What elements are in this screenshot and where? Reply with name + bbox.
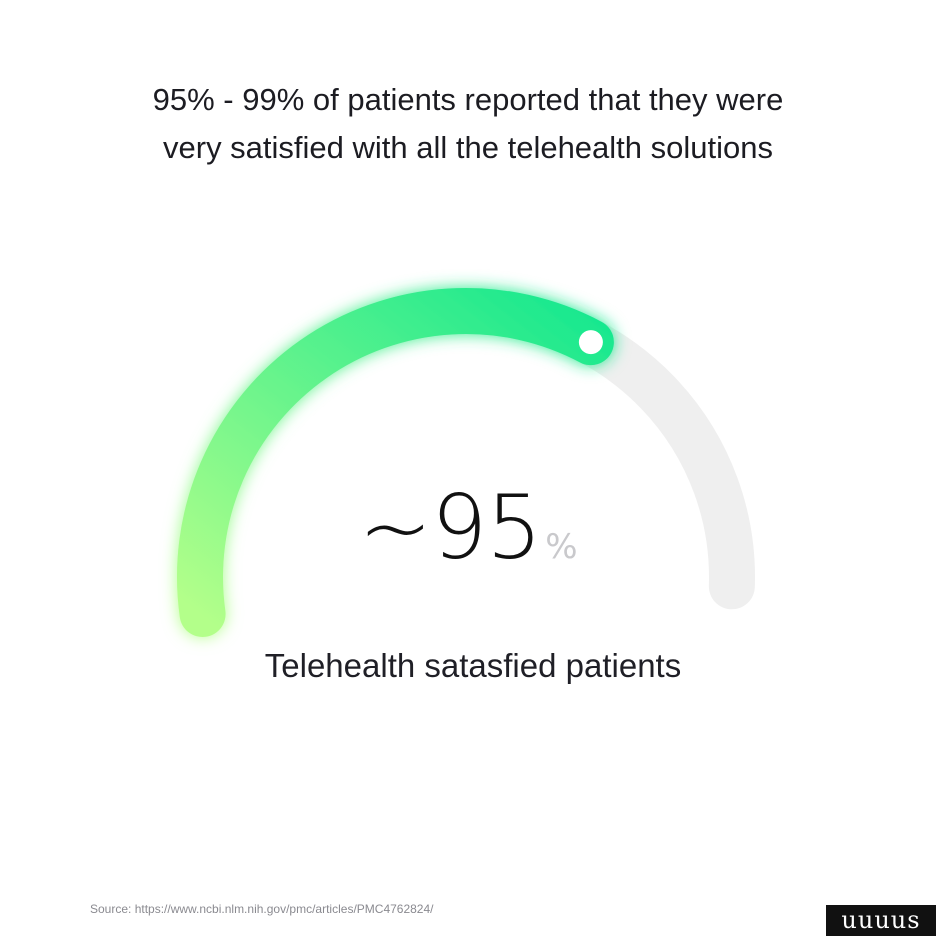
headline-line-1: 95% - 99% of patients reported that they…: [152, 82, 784, 117]
gauge-caption: Telehealth satasfied patients: [264, 647, 682, 684]
gauge-value: ~95%: [0, 478, 936, 578]
brand-logo: uuuus: [826, 905, 936, 936]
gauge-value-unit: %: [545, 527, 578, 567]
headline-line-2: very satisfied with all the telehealth s…: [163, 130, 773, 165]
gauge-knob[interactable]: [578, 330, 603, 355]
gauge-value-number: ~95: [358, 476, 542, 579]
source-citation: Source: https://www.ncbi.nlm.nih.gov/pmc…: [90, 902, 434, 916]
gauge-progress-arc: [177, 288, 614, 638]
